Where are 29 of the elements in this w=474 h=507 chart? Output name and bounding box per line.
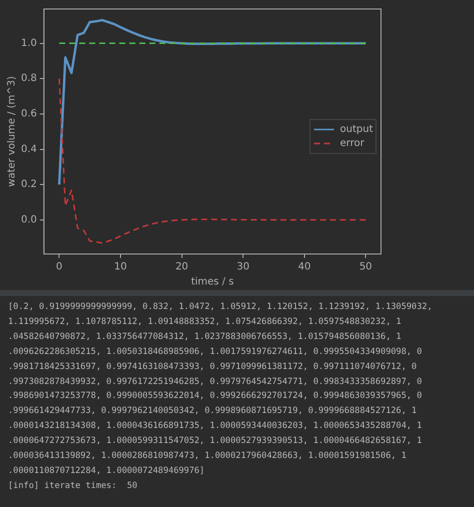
y-tick-label: 0.8 — [20, 73, 37, 84]
text: [info] iterate times: 50 — [8, 480, 138, 493]
text: .9986901473253778, 0.9990005593622014, 0.9992666292701724, 0.9994863039357965, 0 — [8, 390, 423, 404]
text: .0000647272753673, 1.0000599311547052, 1.0000527939390513, 1.0000466482658167, 1 — [8, 435, 423, 448]
text: .9981718425331697, 0.9974163108473393, 0.9971099961381172, 0.997111074076712, 0 — [8, 360, 418, 374]
y-tick-label: 0.2 — [20, 179, 37, 190]
legend-label: output — [340, 124, 374, 136]
x-tick-label: 40 — [298, 262, 311, 273]
text: 1.119995672, 1.1078785112, 1.09148883352, 1.075426866392, 1.0597548830232, 1 — [8, 316, 402, 329]
y-tick-label: 0.6 — [20, 108, 37, 120]
y-tick-label: 0.4 — [20, 144, 37, 155]
text: .000036413139892, 1.0000286810987473, 1.0000217960428663, 1.00001591981506, 1 — [8, 450, 408, 464]
text: .0000110870712284, 1.0000072489469976] — [8, 464, 206, 478]
x-tick-label: 10 — [114, 262, 127, 273]
y-tick-label: 1.0 — [20, 38, 37, 49]
y-axis-title: water volume / (m^3) — [6, 76, 18, 187]
x-axis-title: times / s — [191, 276, 234, 288]
x-tick-label: 0 — [56, 262, 62, 273]
x-tick-label: 50 — [359, 262, 372, 273]
text: .0096262286305215, 1.0050318468985906, 1.0017591976274611, 0.9995504334909098, 0 — [8, 346, 423, 359]
y-tick-label: 0.0 — [20, 214, 37, 226]
legend-label: error — [340, 138, 366, 150]
text: .999661429447733, 0.9997962140050342, 0.9998960871695719, 0.9999668884527126, 1 — [8, 405, 418, 418]
text: [0.2, 0.9199999999999999, 0.832, 1.0472, 1.05912, 1.120152, 1.1239192, 1.13059032, — [8, 301, 434, 314]
text: .9973082878439932, 0.9976172251946285, 0.9979764542754771, 0.9983433358692897, 0 — [8, 376, 423, 389]
text: .0000143218134308, 1.0000436166891735, 1.0000593440036203, 1.0000653435288704, 1 — [8, 420, 423, 434]
x-tick-label: 20 — [175, 262, 188, 273]
x-tick-label: 30 — [236, 262, 250, 273]
text: .04582640790872, 1.033756477084312, 1.0237883006766553, 1.015794856080136, 1 — [8, 330, 402, 344]
